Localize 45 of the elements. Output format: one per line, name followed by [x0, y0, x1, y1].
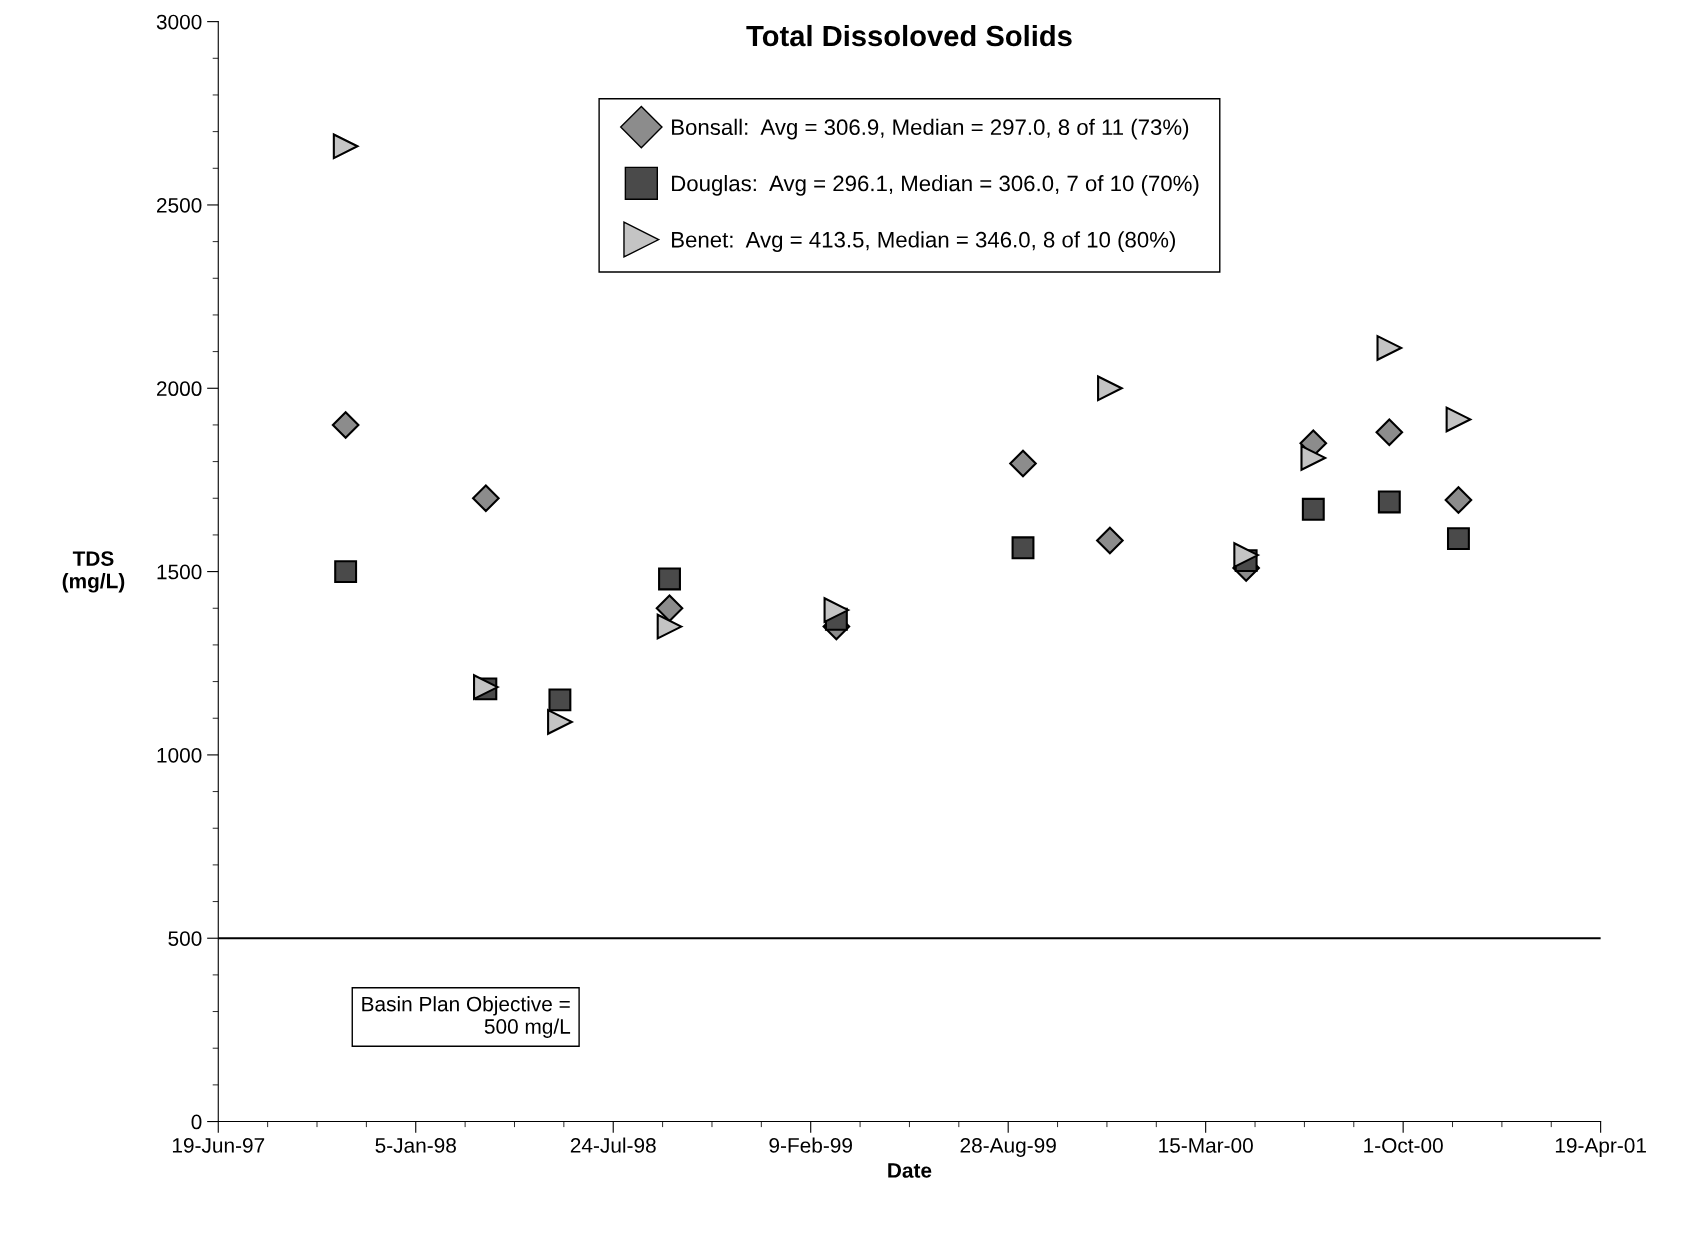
point — [331, 411, 360, 439]
y-tick-label: 500 — [168, 931, 202, 946]
x-tick-label: 5-Jan-98 — [375, 1138, 456, 1153]
point — [1377, 490, 1401, 514]
ref-line-label: Basin Plan Objective = 500 mg/L — [362, 996, 571, 1038]
x-tick-label: 9-Feb-99 — [769, 1137, 852, 1153]
point — [1446, 527, 1470, 551]
point — [332, 133, 359, 160]
point — [472, 484, 500, 513]
point — [1444, 486, 1473, 514]
point — [547, 709, 573, 735]
point — [658, 567, 681, 591]
y-tick-label: 1000 — [157, 747, 202, 763]
point — [548, 688, 572, 712]
point — [1375, 418, 1404, 447]
legend-label: Bonsall: Avg = 306.9, Median = 297.0, 8 of 11 (73%) — [672, 118, 1189, 140]
point — [1233, 542, 1259, 568]
chart-title: Total Dissoloved Solids — [746, 24, 1072, 47]
legend-label: Benet: Avg = 413.5, Median = 346.0, 8 of 10 (80%) — [672, 231, 1175, 252]
point — [1009, 449, 1037, 478]
x-tick-label: 19-Apr-01 — [1555, 1138, 1646, 1157]
x-tick-label: 19-Jun-97 — [172, 1138, 265, 1153]
y-axis-title: TDS (mg/L) — [62, 551, 125, 593]
point — [1376, 335, 1403, 361]
x-tick-label: 28-Aug-99 — [960, 1138, 1056, 1157]
x-tick-label: 15-Mar-00 — [1159, 1138, 1253, 1153]
point — [1097, 375, 1123, 402]
point — [334, 560, 358, 584]
y-tick-label: 2500 — [157, 197, 202, 213]
point — [823, 597, 850, 623]
point — [1300, 445, 1327, 471]
point — [1301, 497, 1325, 521]
x-tick-label: 1-Oct-00 — [1364, 1138, 1443, 1153]
point — [1096, 526, 1124, 555]
point — [655, 594, 684, 623]
y-tick-label: 1500 — [157, 564, 202, 580]
x-axis-title: Date — [888, 1163, 932, 1178]
y-tick-label: 3000 — [156, 14, 202, 30]
y-tick-label: 2000 — [157, 381, 202, 397]
point — [656, 613, 683, 640]
x-tick-label: 24-Jul-98 — [570, 1137, 656, 1153]
point — [1445, 406, 1472, 433]
legend-label: Douglas: Avg = 296.1, Median = 306.0, 7 of 10 (70%) — [672, 175, 1199, 196]
point — [1011, 536, 1035, 560]
y-tick-label: 0 — [191, 1114, 202, 1130]
